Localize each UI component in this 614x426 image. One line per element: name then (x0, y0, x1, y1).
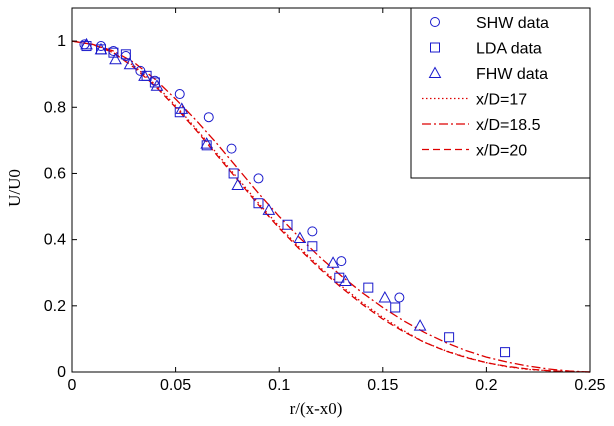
data-point-lda-data (282, 219, 293, 230)
x-axis-label: r/(x-x0) (290, 399, 343, 418)
legend-label: x/D=18.5 (476, 117, 541, 134)
data-point-lda-data (444, 332, 455, 343)
data-point-lda-data (253, 198, 264, 209)
data-point-lda-data (363, 282, 374, 293)
y-tick-label: 0.2 (44, 298, 66, 315)
data-point-lda-data (228, 168, 239, 179)
data-point-fhw-data (80, 37, 93, 50)
data-point-fhw-data (94, 42, 108, 55)
data-point-fhw-data (378, 291, 392, 303)
legend-marker-lda-data (430, 42, 440, 53)
data-point-fhw-data (413, 319, 427, 331)
x-tick-label: 0.2 (475, 377, 497, 394)
data-point-shw-data (226, 143, 237, 154)
data-point-shw-data (253, 173, 264, 184)
data-point-shw-data (174, 89, 185, 100)
x-tick-label: 0.1 (268, 377, 290, 394)
data-point-shw-data (394, 292, 405, 303)
y-tick-label: 0 (57, 364, 66, 381)
data-point-fhw-data (293, 231, 307, 243)
marker-layer (79, 37, 511, 358)
data-point-fhw-data (138, 69, 151, 81)
legend-label: LDA data (476, 41, 542, 58)
legend: SHW data LDA data FHW data x/D=17 x/D=18.5 x/… (410, 7, 591, 179)
tick-layer: 0 0.05 0.1 0.15 0.2 0.25 0 0.2 0.4 0.6 0.8 1 (44, 8, 606, 394)
legend-label: SHW data (476, 15, 549, 32)
data-point-lda-data (307, 241, 318, 252)
legend-marker-shw-data (430, 17, 440, 27)
data-point-fhw-data (150, 79, 164, 91)
y-tick-label: 0.8 (44, 99, 66, 116)
plot-frame (71, 7, 591, 373)
legend-label: FHW data (476, 66, 548, 83)
data-point-fhw-data (339, 274, 352, 286)
y-axis-label: U/U0 (5, 169, 24, 207)
x-tick-label: 0 (68, 377, 77, 394)
data-point-fhw-data (262, 203, 276, 215)
data-point-shw-data (336, 256, 347, 267)
data-point-lda-data (390, 302, 401, 313)
x-tick-label: 0.25 (574, 377, 605, 394)
data-point-shw-data (307, 226, 318, 237)
data-point-fhw-data (175, 102, 189, 114)
series-line-x-d-17 (71, 40, 591, 373)
x-tick-label: 0.15 (367, 377, 398, 394)
legend-box (410, 7, 591, 179)
data-point-fhw-data (231, 178, 245, 191)
legend-label: x/D=20 (476, 143, 527, 160)
data-point-lda-data (500, 347, 511, 358)
legend-label: x/D=17 (476, 92, 527, 109)
x-tick-label: 0.05 (160, 377, 191, 394)
data-point-lda-data (149, 77, 160, 88)
y-tick-label: 0.4 (44, 232, 66, 249)
data-point-fhw-data (326, 256, 340, 268)
data-point-fhw-data (123, 57, 137, 70)
data-point-fhw-data (109, 52, 122, 65)
series-line-x-d-20 (71, 40, 591, 373)
y-tick-label: 1 (57, 33, 66, 50)
y-tick-label: 0.6 (44, 165, 66, 182)
data-point-shw-data (203, 112, 214, 123)
legend-marker-fhw-data (428, 66, 442, 78)
data-point-fhw-data (200, 137, 214, 149)
data-point-lda-data (120, 49, 131, 60)
